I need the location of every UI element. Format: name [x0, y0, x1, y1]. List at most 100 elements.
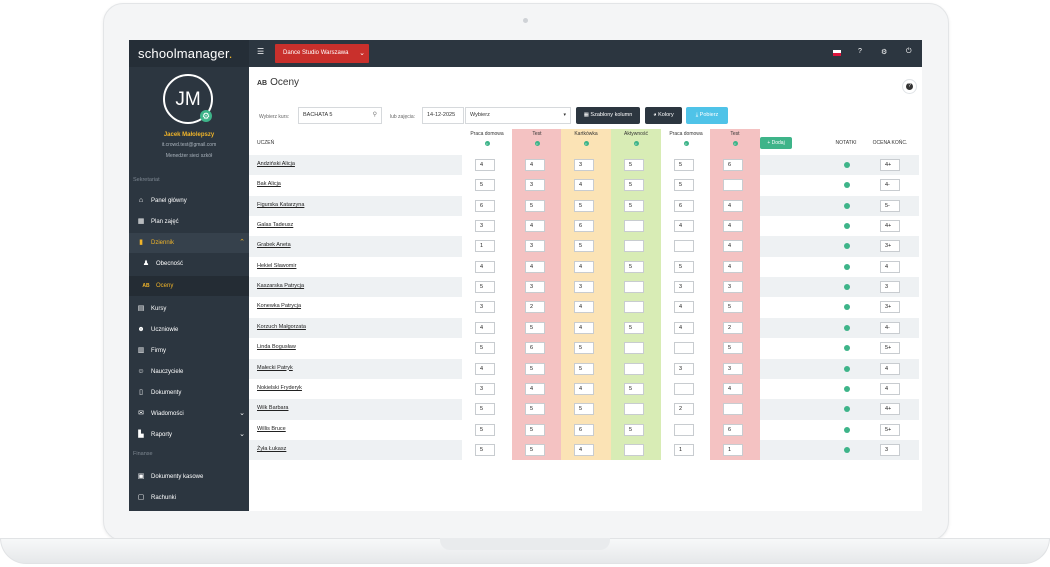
note-icon[interactable]: [844, 202, 850, 209]
help-icon[interactable]: ?: [858, 48, 862, 55]
final-grade-input[interactable]: 3: [880, 443, 900, 456]
grade-input[interactable]: 4: [574, 382, 594, 395]
student-name-link[interactable]: Figurska Katarzyna: [257, 201, 305, 208]
grade-input[interactable]: 6: [574, 220, 594, 233]
student-name-link[interactable]: Linda Bogusław: [257, 344, 296, 351]
grade-input[interactable]: 4: [674, 321, 694, 334]
grade-column-header[interactable]: Test: [730, 131, 740, 137]
note-icon[interactable]: [844, 324, 850, 331]
grade-input[interactable]: 4: [723, 240, 743, 253]
settings-icon[interactable]: ⚙: [881, 49, 888, 56]
note-icon[interactable]: [844, 284, 850, 291]
grade-input[interactable]: 5: [475, 342, 495, 355]
grade-input[interactable]: [624, 240, 644, 253]
student-name-link[interactable]: Korzuch Małgorzata: [257, 323, 306, 330]
grade-input[interactable]: 2: [674, 403, 694, 416]
grade-input[interactable]: 3: [674, 362, 694, 375]
final-grade-input[interactable]: 4: [880, 260, 900, 273]
grade-input[interactable]: 4: [723, 260, 743, 273]
gear-icon[interactable]: ⚙: [200, 110, 212, 122]
grade-input[interactable]: 4: [525, 382, 545, 395]
grade-input[interactable]: 4: [475, 321, 495, 334]
sidebar-item-attendance[interactable]: ♟ Obecność: [129, 254, 249, 274]
grade-input[interactable]: 6: [674, 199, 694, 212]
grade-input[interactable]: 6: [525, 342, 545, 355]
polish-flag-icon[interactable]: [833, 50, 841, 56]
note-icon[interactable]: [844, 162, 850, 168]
note-icon[interactable]: [844, 223, 850, 230]
grade-input[interactable]: 5: [475, 403, 495, 416]
grade-input[interactable]: 3: [723, 362, 743, 375]
grade-input[interactable]: 2: [525, 301, 545, 314]
grade-input[interactable]: [624, 443, 644, 456]
grade-input[interactable]: 5: [574, 240, 594, 253]
sidebar-item-reports[interactable]: ▙ Raporty ⌄: [129, 425, 249, 445]
column-settings-icon[interactable]: •: [484, 141, 490, 146]
student-name-link[interactable]: Nokielski Fryderyk: [257, 384, 302, 391]
course-input[interactable]: BACHATA 5 ⚲: [298, 107, 382, 124]
sidebar-item-schedule[interactable]: ▦ Plan zajęć: [129, 212, 249, 232]
grade-input[interactable]: 4: [525, 220, 545, 233]
sidebar-item-journal[interactable]: ▮ Dziennik ⌃: [129, 233, 249, 253]
column-settings-icon[interactable]: •: [534, 141, 540, 146]
student-name-link[interactable]: Andziński Alicja: [257, 161, 295, 167]
grade-input[interactable]: 3: [525, 281, 545, 294]
student-name-link[interactable]: Hekiel Sławomir: [257, 262, 297, 269]
grade-input[interactable]: [624, 220, 644, 233]
sidebar-item-cash-documents[interactable]: ▣ Dokumenty kasowe: [129, 467, 249, 487]
grade-input[interactable]: 4: [475, 159, 495, 171]
final-grade-input[interactable]: 5+: [880, 342, 900, 355]
colors-button[interactable]: ◕ Kolory: [645, 107, 682, 124]
grade-input[interactable]: 5: [674, 260, 694, 273]
grade-input[interactable]: 6: [574, 423, 594, 436]
student-name-link[interactable]: Bak Alicja: [257, 181, 281, 188]
grade-input[interactable]: 5: [475, 281, 495, 294]
student-name-link[interactable]: Konewka Patrycja: [257, 303, 302, 310]
grade-input[interactable]: 5: [574, 342, 594, 355]
grade-input[interactable]: 1: [723, 443, 743, 456]
grade-input[interactable]: 4: [574, 179, 594, 192]
school-selector[interactable]: Dance Studio Warszawa ⌄: [275, 44, 369, 63]
grade-input[interactable]: 5: [723, 342, 743, 355]
grade-input[interactable]: 3: [475, 382, 495, 395]
grade-input[interactable]: [723, 403, 743, 416]
final-grade-input[interactable]: 5-: [880, 199, 900, 212]
grade-input[interactable]: 1: [475, 240, 495, 253]
grade-input[interactable]: 3: [574, 159, 594, 171]
grade-input[interactable]: 5: [624, 423, 644, 436]
final-grade-input[interactable]: 4-: [880, 321, 900, 334]
grade-column-header[interactable]: Praca domowa: [669, 131, 703, 137]
sidebar-item-companies[interactable]: ▥ Firmy: [129, 341, 249, 361]
final-grade-input[interactable]: 4-: [880, 179, 900, 192]
grade-input[interactable]: 5: [475, 179, 495, 192]
grade-input[interactable]: 5: [674, 179, 694, 192]
grade-input[interactable]: 5: [475, 423, 495, 436]
grade-input[interactable]: [723, 179, 743, 192]
grade-input[interactable]: [674, 423, 694, 436]
grade-input[interactable]: 5: [624, 179, 644, 192]
grade-input[interactable]: 4: [723, 199, 743, 212]
student-name-link[interactable]: Willis Bruce: [257, 425, 286, 432]
grade-input[interactable]: 3: [574, 281, 594, 294]
grade-input[interactable]: 4: [525, 260, 545, 273]
grade-input[interactable]: [674, 342, 694, 355]
grade-input[interactable]: 4: [723, 382, 743, 395]
grade-input[interactable]: 5: [624, 321, 644, 334]
sidebar-item-teachers[interactable]: ☺ Nauczyciele: [129, 362, 249, 382]
grade-input[interactable]: 6: [723, 423, 743, 436]
grade-input[interactable]: 4: [574, 301, 594, 314]
grade-input[interactable]: 4: [525, 159, 545, 171]
note-icon[interactable]: [844, 243, 850, 250]
final-grade-input[interactable]: 3+: [880, 240, 900, 253]
grade-column-header[interactable]: Praca domowa: [470, 131, 504, 137]
final-grade-input[interactable]: 3: [880, 281, 900, 294]
grade-input[interactable]: [624, 403, 644, 416]
avatar[interactable]: JM: [163, 74, 213, 124]
grade-input[interactable]: 4: [674, 220, 694, 233]
grade-input[interactable]: 5: [525, 403, 545, 416]
sidebar-item-students[interactable]: ☻ Uczniowie: [129, 320, 249, 340]
grade-input[interactable]: 5: [525, 199, 545, 212]
grade-input[interactable]: [624, 281, 644, 294]
grade-input[interactable]: 5: [574, 403, 594, 416]
student-name-link[interactable]: Kaszarska Patrycja: [257, 283, 305, 290]
